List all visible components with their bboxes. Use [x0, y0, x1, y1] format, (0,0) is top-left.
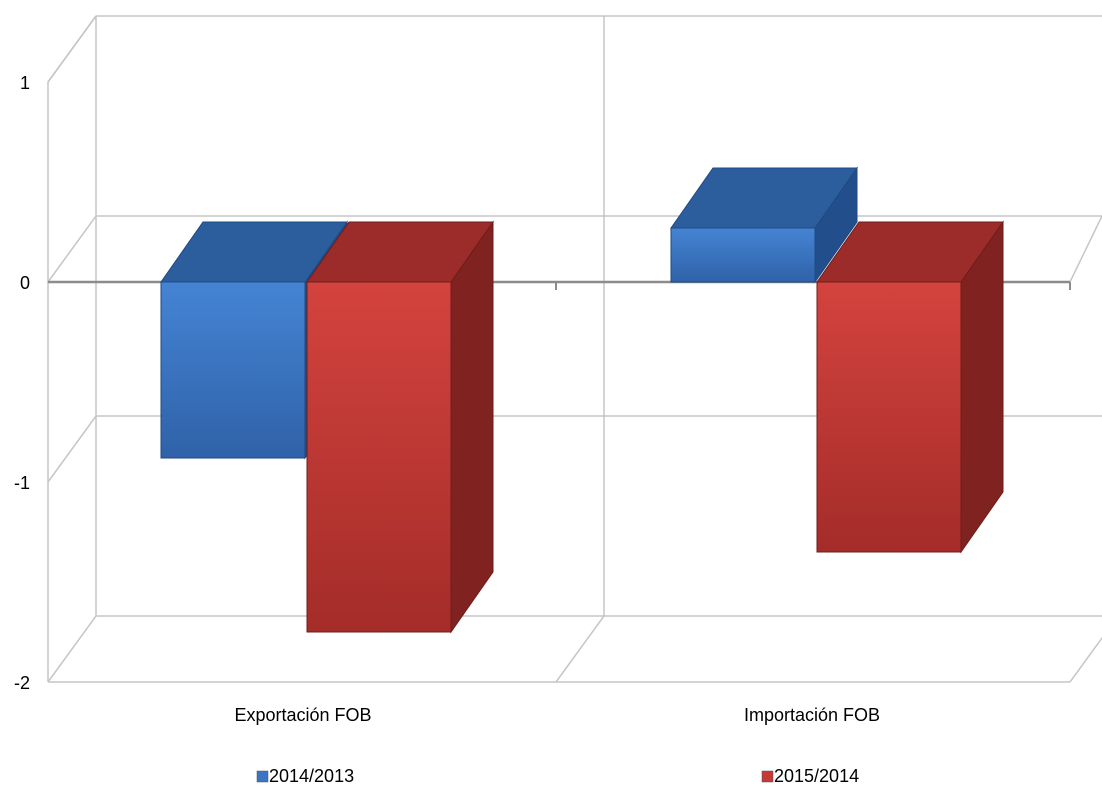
legend-label: 2015/2014: [774, 766, 859, 786]
bar: [670, 166, 858, 284]
chart-walls: [47, 15, 1102, 683]
y-tick-label: 1: [20, 73, 30, 93]
gridline-side: [47, 615, 97, 683]
y-axis-ticks: 1 0 -1 -2: [14, 73, 30, 693]
bar: [816, 220, 1004, 554]
legend-swatch: [256, 770, 269, 783]
y-tick-label: -2: [14, 673, 30, 693]
floor-depth-edge: [555, 615, 605, 683]
y-tick-label: -1: [14, 473, 30, 493]
bar-front: [160, 281, 306, 459]
bar: [306, 220, 494, 634]
floor-depth-edge: [1069, 636, 1102, 683]
x-axis-categories: Exportación FOB Importación FOB: [234, 705, 880, 725]
bar-front: [306, 281, 452, 633]
legend-label: 2014/2013: [269, 766, 354, 786]
bars: [160, 166, 1004, 634]
bar-front: [670, 227, 816, 283]
x-category-label: Exportación FOB: [234, 705, 371, 725]
bar-side: [450, 220, 494, 634]
y-tick-label: 0: [20, 273, 30, 293]
bar-front: [816, 281, 962, 553]
legend-swatch: [761, 770, 774, 783]
gridline-side: [47, 415, 97, 483]
legend: 2014/2013 2015/2014: [256, 766, 859, 786]
gridline-side: [47, 15, 97, 83]
x-category-label: Importación FOB: [744, 705, 880, 725]
